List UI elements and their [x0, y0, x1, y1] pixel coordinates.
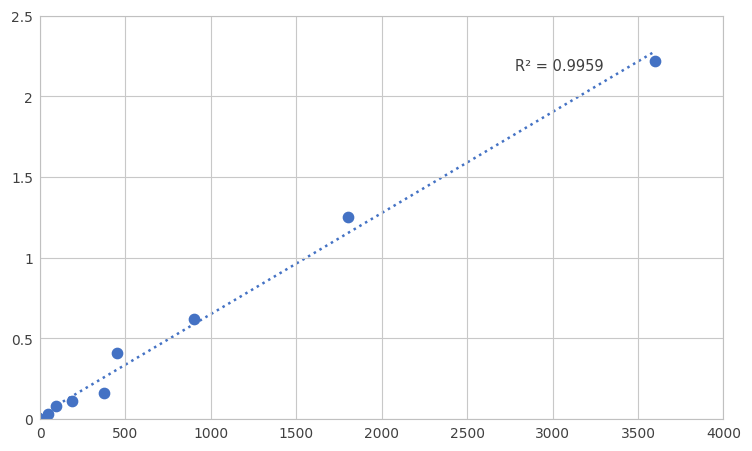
- Text: R² = 0.9959: R² = 0.9959: [515, 59, 604, 74]
- Point: [42, 410, 54, 418]
- Point: [34, 415, 46, 423]
- Point: [50, 403, 62, 410]
- Point: [649, 58, 661, 65]
- Point: [98, 390, 110, 397]
- Point: [341, 214, 353, 221]
- Point: [111, 350, 123, 357]
- Point: [188, 316, 200, 323]
- Point: [66, 398, 78, 405]
